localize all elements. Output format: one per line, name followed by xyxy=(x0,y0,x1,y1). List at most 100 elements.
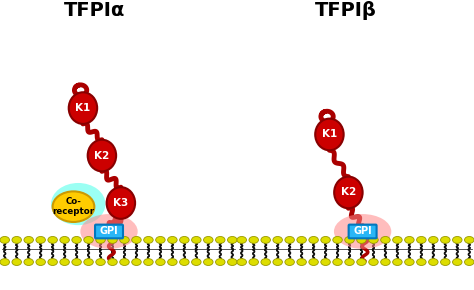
Ellipse shape xyxy=(297,236,306,243)
Ellipse shape xyxy=(108,259,117,265)
Ellipse shape xyxy=(168,259,177,265)
Ellipse shape xyxy=(216,236,225,243)
Ellipse shape xyxy=(333,236,342,243)
Ellipse shape xyxy=(36,236,46,243)
Ellipse shape xyxy=(237,236,246,243)
Ellipse shape xyxy=(80,214,137,249)
Ellipse shape xyxy=(334,214,392,249)
Ellipse shape xyxy=(24,236,34,243)
Text: GPI: GPI xyxy=(353,226,372,236)
Ellipse shape xyxy=(357,259,366,265)
Ellipse shape xyxy=(309,236,319,243)
Text: K1: K1 xyxy=(322,129,337,139)
Ellipse shape xyxy=(0,259,9,265)
Ellipse shape xyxy=(369,236,378,243)
Ellipse shape xyxy=(12,259,21,265)
Ellipse shape xyxy=(405,259,414,265)
Ellipse shape xyxy=(0,236,9,243)
Circle shape xyxy=(334,177,363,208)
Ellipse shape xyxy=(144,236,153,243)
Ellipse shape xyxy=(216,259,225,265)
Ellipse shape xyxy=(321,259,330,265)
Ellipse shape xyxy=(428,236,438,243)
Ellipse shape xyxy=(249,236,258,243)
Text: TFPIβ: TFPIβ xyxy=(315,1,377,20)
Ellipse shape xyxy=(108,236,117,243)
Ellipse shape xyxy=(285,236,294,243)
Ellipse shape xyxy=(72,236,82,243)
FancyBboxPatch shape xyxy=(349,225,377,238)
Ellipse shape xyxy=(132,236,141,243)
Ellipse shape xyxy=(51,183,106,225)
Ellipse shape xyxy=(120,236,129,243)
Ellipse shape xyxy=(24,259,34,265)
Ellipse shape xyxy=(180,236,189,243)
Ellipse shape xyxy=(273,236,283,243)
Text: receptor: receptor xyxy=(53,207,94,216)
Ellipse shape xyxy=(132,259,141,265)
Ellipse shape xyxy=(228,236,237,243)
Ellipse shape xyxy=(392,259,402,265)
Ellipse shape xyxy=(440,259,450,265)
Ellipse shape xyxy=(369,259,378,265)
Ellipse shape xyxy=(261,236,271,243)
Ellipse shape xyxy=(191,236,201,243)
Ellipse shape xyxy=(453,259,462,265)
Bar xyxy=(239,237,472,265)
Ellipse shape xyxy=(96,236,105,243)
Ellipse shape xyxy=(405,236,414,243)
Ellipse shape xyxy=(285,259,294,265)
Text: K3: K3 xyxy=(113,198,128,208)
Ellipse shape xyxy=(48,236,57,243)
Ellipse shape xyxy=(53,191,94,222)
Ellipse shape xyxy=(417,259,426,265)
Ellipse shape xyxy=(261,259,271,265)
Ellipse shape xyxy=(203,259,213,265)
Text: TFPIα: TFPIα xyxy=(64,1,126,20)
Ellipse shape xyxy=(440,236,450,243)
Ellipse shape xyxy=(191,259,201,265)
Ellipse shape xyxy=(309,259,319,265)
Ellipse shape xyxy=(345,236,354,243)
Ellipse shape xyxy=(96,259,105,265)
Ellipse shape xyxy=(180,259,189,265)
Ellipse shape xyxy=(72,259,82,265)
Circle shape xyxy=(315,119,344,150)
Ellipse shape xyxy=(249,259,258,265)
Ellipse shape xyxy=(237,259,246,265)
Ellipse shape xyxy=(36,259,46,265)
Ellipse shape xyxy=(417,236,426,243)
Ellipse shape xyxy=(273,259,283,265)
Ellipse shape xyxy=(357,236,366,243)
Ellipse shape xyxy=(12,236,21,243)
Ellipse shape xyxy=(48,259,57,265)
Text: Co-: Co- xyxy=(65,197,82,206)
Ellipse shape xyxy=(345,259,354,265)
Ellipse shape xyxy=(168,236,177,243)
Ellipse shape xyxy=(60,259,69,265)
Circle shape xyxy=(88,140,116,171)
Text: K1: K1 xyxy=(75,103,91,113)
Ellipse shape xyxy=(228,259,237,265)
Ellipse shape xyxy=(155,236,165,243)
Ellipse shape xyxy=(428,259,438,265)
Ellipse shape xyxy=(321,236,330,243)
Circle shape xyxy=(69,92,97,124)
FancyBboxPatch shape xyxy=(95,225,123,238)
Ellipse shape xyxy=(465,236,474,243)
Text: GPI: GPI xyxy=(100,226,118,236)
Ellipse shape xyxy=(120,259,129,265)
Ellipse shape xyxy=(84,259,93,265)
Ellipse shape xyxy=(144,259,153,265)
Ellipse shape xyxy=(333,259,342,265)
Ellipse shape xyxy=(465,259,474,265)
Circle shape xyxy=(107,187,135,219)
Ellipse shape xyxy=(155,259,165,265)
Ellipse shape xyxy=(392,236,402,243)
Ellipse shape xyxy=(453,236,462,243)
Bar xyxy=(2,237,235,265)
Ellipse shape xyxy=(84,236,93,243)
Text: K2: K2 xyxy=(94,151,109,161)
Ellipse shape xyxy=(203,236,213,243)
Ellipse shape xyxy=(381,259,390,265)
